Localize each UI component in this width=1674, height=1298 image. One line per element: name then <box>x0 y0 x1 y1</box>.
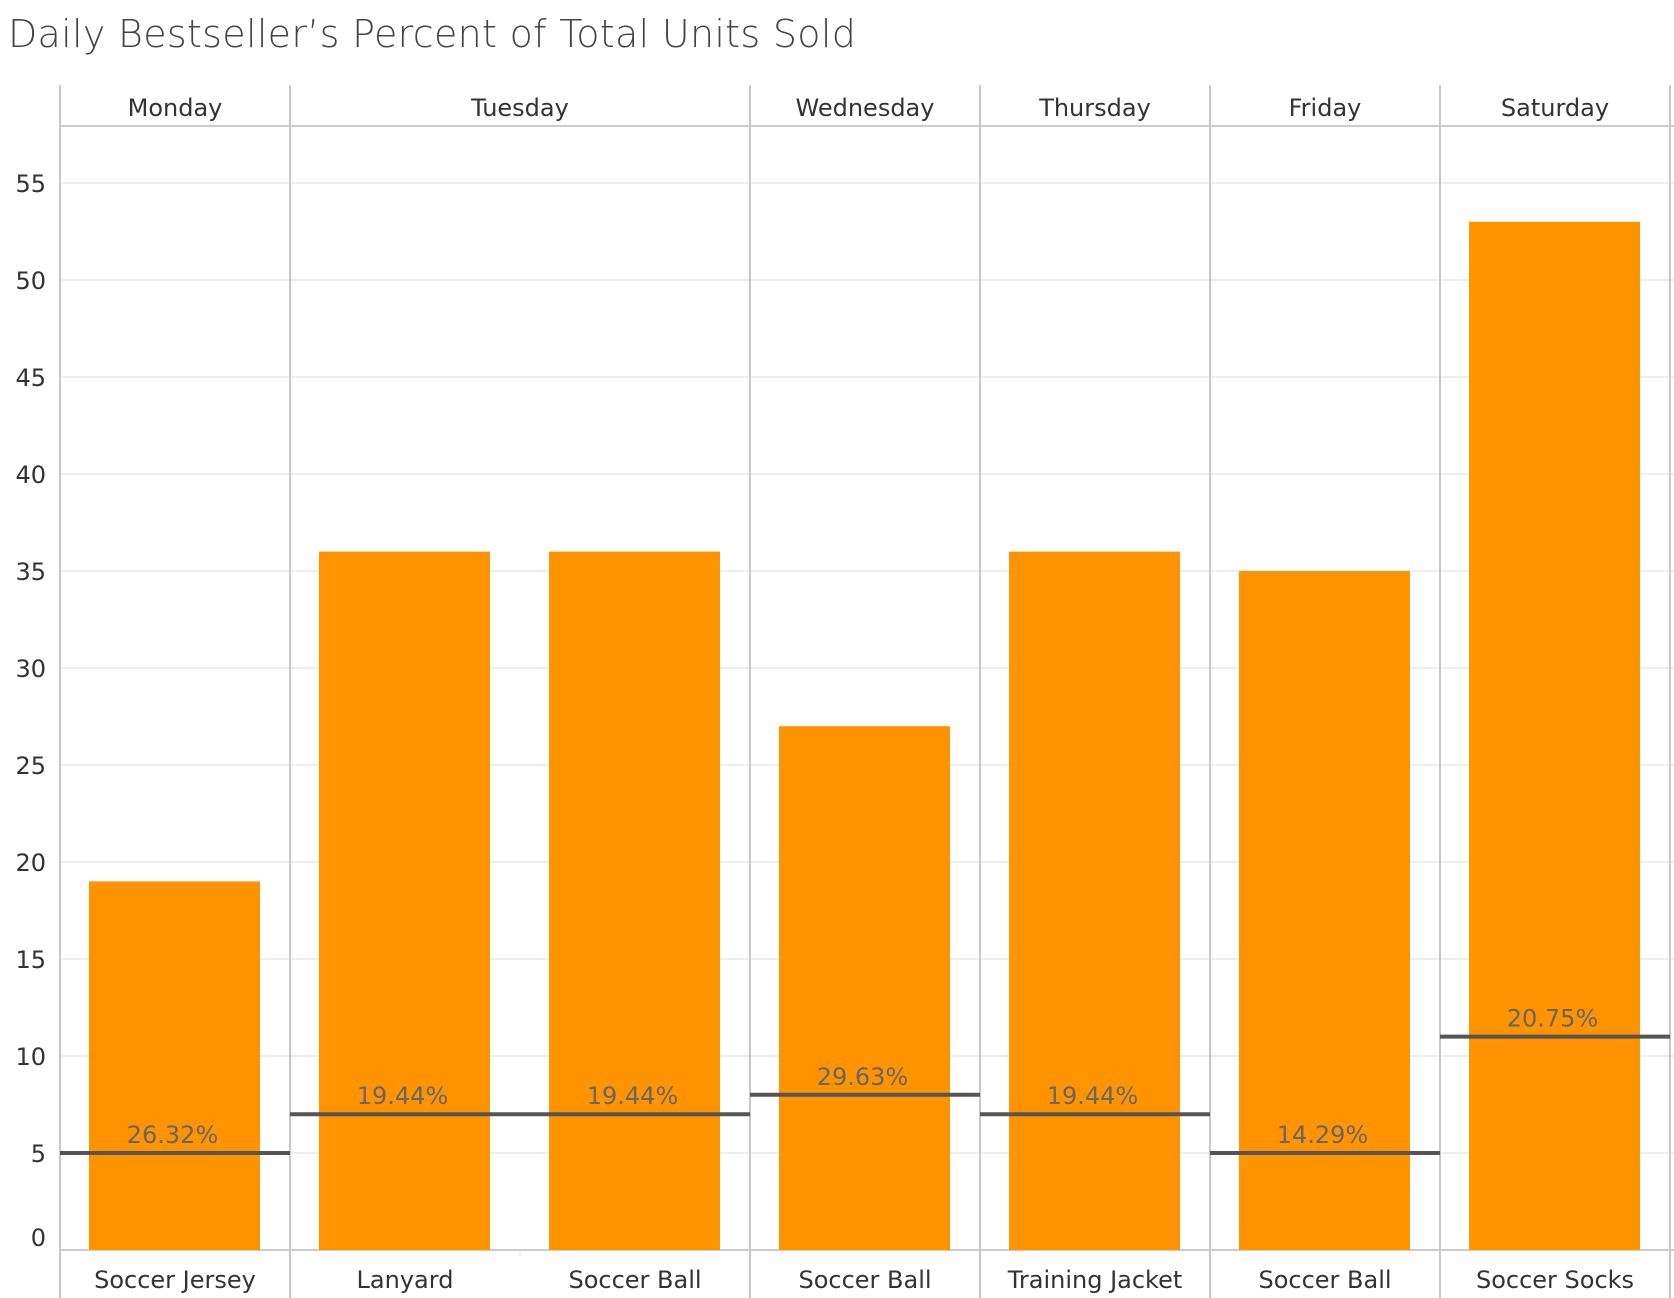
group-header-label: Saturday <box>1501 94 1609 122</box>
reference-line-label: 19.44% <box>587 1082 679 1110</box>
reference-lines <box>60 1034 1670 1155</box>
y-tick-label: 15 <box>15 946 46 974</box>
bar <box>1239 571 1410 1250</box>
x-tick-label: Soccer Socks <box>1476 1266 1634 1294</box>
y-tick-label: 35 <box>15 558 46 586</box>
reference-line-label: 14.29% <box>1277 1121 1369 1149</box>
bar <box>779 726 950 1250</box>
group-header-label: Friday <box>1289 94 1362 122</box>
x-tick-label: Lanyard <box>357 1266 454 1294</box>
y-tick-label: 0 <box>31 1224 46 1252</box>
y-tick-label: 55 <box>15 170 46 198</box>
y-tick-label: 30 <box>15 655 46 683</box>
bar <box>1009 551 1180 1250</box>
x-tick-label: Soccer Jersey <box>94 1266 256 1294</box>
x-tick-label: Soccer Ball <box>1258 1266 1391 1294</box>
y-tick-label: 5 <box>31 1140 46 1168</box>
reference-line-label: 20.75% <box>1507 1005 1599 1033</box>
group-header-label: Monday <box>128 94 223 122</box>
chart-title: Daily Bestseller’s Percent of Total Unit… <box>8 12 857 56</box>
reference-line-label: 19.44% <box>357 1082 449 1110</box>
reference-line-label: 29.63% <box>817 1063 909 1091</box>
y-tick-label: 45 <box>15 364 46 392</box>
x-tick-label: Soccer Ball <box>798 1266 931 1294</box>
group-header-label: Wednesday <box>796 94 935 122</box>
bar <box>319 551 490 1250</box>
bar <box>89 881 260 1250</box>
bar <box>549 551 720 1250</box>
y-tick-label: 10 <box>15 1043 46 1071</box>
reference-line-label: 26.32% <box>127 1121 219 1149</box>
group-header-label: Thursday <box>1038 94 1151 122</box>
y-tick-label: 50 <box>15 267 46 295</box>
x-tick-label: Training Jacket <box>1007 1266 1183 1294</box>
y-tick-label: 25 <box>15 752 46 780</box>
y-tick-label: 40 <box>15 461 46 489</box>
bar <box>1469 221 1640 1250</box>
reference-line-label: 19.44% <box>1047 1082 1139 1110</box>
bars <box>89 221 1640 1250</box>
group-header-label: Tuesday <box>470 94 569 122</box>
y-tick-label: 20 <box>15 849 46 877</box>
x-tick-label: Soccer Ball <box>568 1266 701 1294</box>
labels: 0 5 10 15 20 25 30 35 40 45 50 55 26.32% Soccer Jerse… <box>15 94 1634 1294</box>
